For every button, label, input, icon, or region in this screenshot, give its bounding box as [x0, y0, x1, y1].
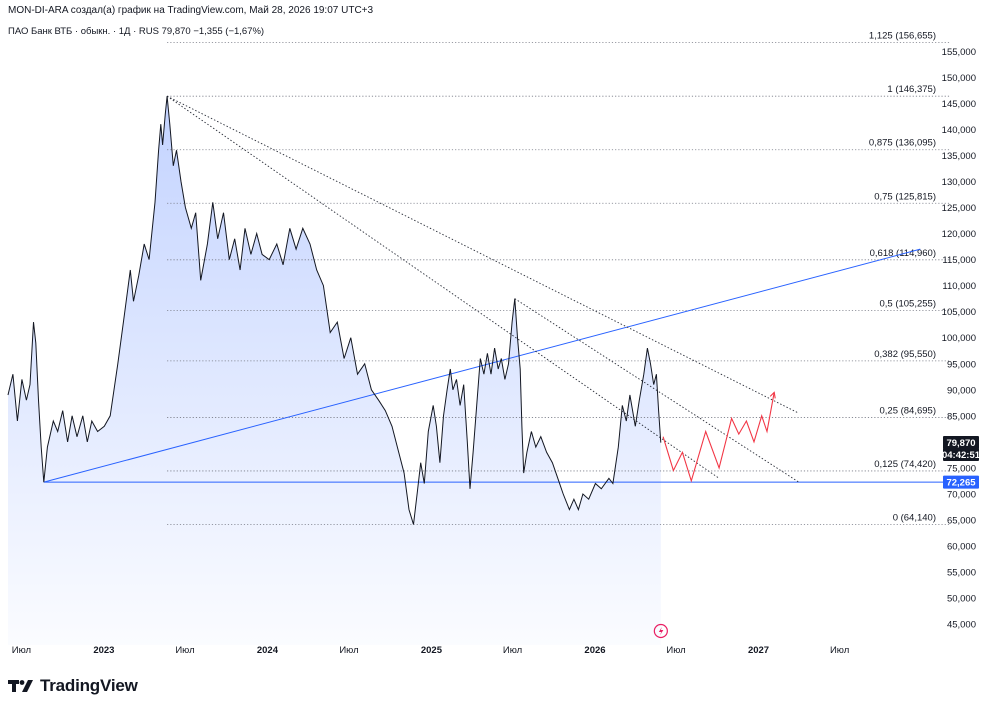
fib-level-label: 1 (146,375)	[887, 84, 936, 95]
y-tick-label: 130,000	[942, 177, 976, 188]
symbol-legend: ПАО Банк ВТБ · обыкн. · 1Д · RUS 79,870 …	[8, 26, 265, 37]
y-tick-label: 70,000	[947, 489, 976, 500]
y-tick-label: 115,000	[942, 255, 976, 266]
y-tick-label: 150,000	[942, 73, 976, 84]
y-tick-label: 65,000	[947, 516, 976, 527]
x-tick-label: Июл	[830, 645, 849, 656]
y-tick-label: 140,000	[942, 125, 976, 136]
chart-header: MON-DI-ARA создал(а) график на TradingVi…	[8, 5, 374, 16]
y-tick-label: 50,000	[947, 594, 976, 605]
forecast-arrowhead	[769, 391, 776, 399]
x-tick-label: 2027	[748, 645, 769, 656]
tradingview-logo-icon	[8, 680, 33, 692]
y-tick-label: 85,000	[947, 411, 976, 422]
fib-level-label: 0,25 (84,695)	[879, 405, 936, 416]
y-tick-label: 55,000	[947, 568, 976, 579]
y-tick-label: 105,000	[942, 307, 976, 318]
y-tick-label: 155,000	[942, 47, 976, 58]
x-tick-label: Июл	[666, 645, 685, 656]
y-tick-label: 135,000	[942, 151, 976, 162]
y-tick-label: 60,000	[947, 542, 976, 553]
y-tick-label: 100,000	[942, 333, 976, 344]
x-tick-label: Июл	[175, 645, 194, 656]
y-tick-label: 95,000	[947, 359, 976, 370]
fib-level-label: 1,125 (156,655)	[869, 31, 936, 42]
price-line[interactable]	[7, 96, 662, 525]
price-badge-label: 72,265	[946, 478, 976, 489]
tradingview-logo[interactable]: TradingView	[8, 676, 138, 696]
price-badge	[943, 436, 979, 450]
y-tick-label: 45,000	[947, 620, 976, 631]
x-tick-label: 2025	[421, 645, 443, 656]
y-tick-label: 75,000	[947, 463, 976, 474]
price-area-fill	[8, 96, 661, 645]
y-tick-label: 125,000	[942, 203, 976, 214]
forecast-path[interactable]	[662, 392, 775, 483]
price-badge-label: 79,870	[946, 438, 975, 449]
fib-level-label: 0,125 (74,420)	[874, 459, 936, 470]
x-tick-label: 2023	[93, 645, 114, 656]
fib-level-label: 0,5 (105,255)	[879, 298, 936, 309]
fib-level-label: 0,618 (114,960)	[870, 248, 936, 259]
x-tick-label: Июл	[339, 645, 358, 656]
fib-level-label: 0 (64,140)	[893, 512, 936, 523]
y-tick-label: 145,000	[942, 99, 976, 110]
price-badge-label: 04:42:51	[942, 450, 981, 461]
x-tick-label: Июл	[503, 645, 522, 656]
price-badge	[943, 448, 979, 462]
y-tick-label: 110,000	[942, 281, 976, 292]
lightning-event-icon[interactable]	[653, 623, 668, 639]
fib-level-label: 0,382 (95,550)	[874, 349, 936, 360]
y-tick-label: 90,000	[947, 385, 976, 396]
fib-level-label: 0,875 (136,095)	[869, 138, 936, 149]
y-tick-label: 120,000	[942, 229, 976, 240]
price-badge	[943, 475, 979, 489]
brand-name: TradingView	[40, 676, 138, 695]
x-tick-label: 2024	[257, 645, 279, 656]
x-tick-label: 2026	[584, 645, 605, 656]
lightning-glyph	[658, 627, 664, 636]
x-tick-label: Июл	[12, 645, 31, 656]
fib-level-label: 0,75 (125,815)	[874, 191, 936, 202]
descending-trendline[interactable]	[514, 298, 800, 483]
descending-trendline[interactable]	[166, 95, 800, 414]
